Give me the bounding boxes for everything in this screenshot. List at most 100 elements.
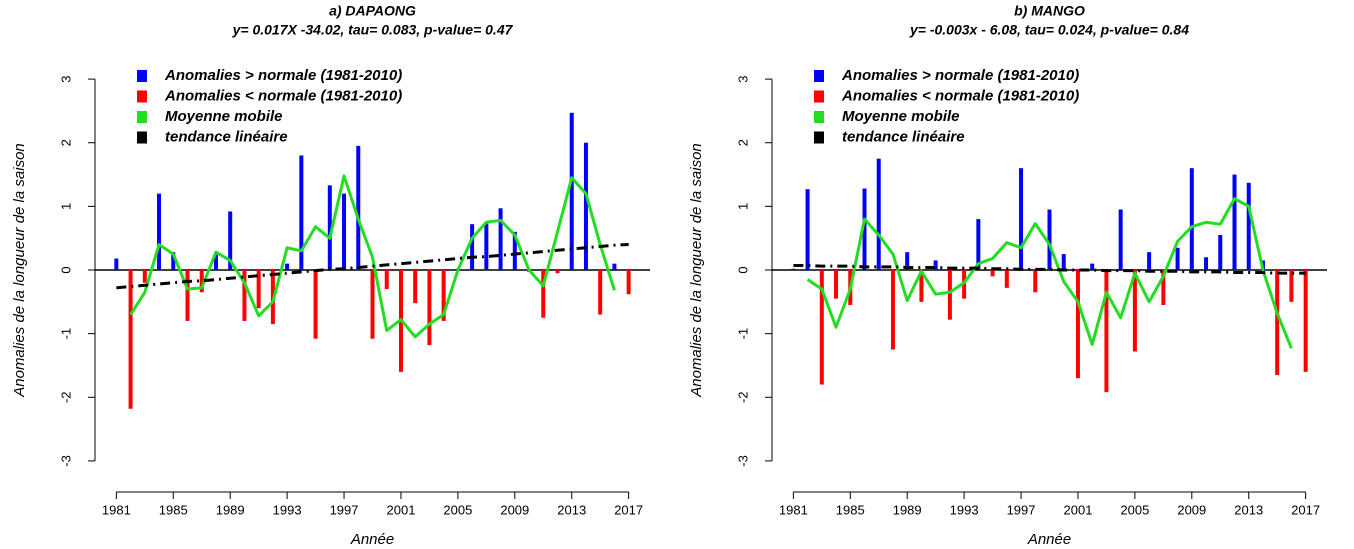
bar: [555, 270, 560, 274]
y-tick-label: -2: [58, 391, 73, 403]
bar: [498, 208, 503, 270]
x-tick-label: 2017: [614, 502, 643, 517]
bar: [313, 270, 318, 339]
bar: [171, 252, 176, 270]
bar: [1061, 254, 1066, 270]
bar: [512, 231, 517, 270]
bar: [919, 270, 924, 302]
y-axis-label: Anomalies de la longueur de la saison: [688, 143, 705, 398]
legend-swatch: [137, 111, 147, 123]
trend-line: [793, 264, 1306, 275]
y-tick-label: 2: [58, 139, 73, 146]
x-tick-label: 2009: [500, 502, 529, 517]
x-tick-label: 2001: [387, 502, 416, 517]
moving-average-line: [806, 197, 1293, 349]
bar: [185, 270, 190, 321]
bar: [1075, 270, 1080, 379]
y-tick-label: 0: [58, 266, 73, 273]
bar: [128, 270, 133, 409]
bar: [819, 270, 824, 385]
x-tick-label: 2013: [557, 502, 586, 517]
legend-label: tendance linéaire: [165, 128, 288, 145]
bar: [142, 270, 147, 283]
x-tick-label: 1985: [836, 502, 865, 517]
bar: [1019, 168, 1024, 270]
bar: [228, 211, 233, 270]
bar: [213, 252, 218, 270]
bar: [947, 270, 952, 320]
x-tick-label: 1981: [779, 502, 808, 517]
bar: [1104, 270, 1109, 393]
y-tick-label: 1: [735, 203, 750, 210]
bar: [199, 270, 204, 293]
x-tick-label: 1985: [159, 502, 188, 517]
bar: [598, 270, 603, 315]
y-tick-label: 1: [58, 203, 73, 210]
bar: [1033, 270, 1038, 293]
bar: [1218, 235, 1223, 270]
bar: [242, 270, 247, 321]
y-tick-label: 3: [58, 75, 73, 82]
bar: [890, 270, 895, 350]
bar: [612, 263, 617, 270]
y-tick-label: 2: [735, 139, 750, 146]
x-tick-label: 2009: [1177, 502, 1206, 517]
bar: [990, 270, 995, 277]
bar: [356, 145, 361, 270]
y-tick-label: -2: [735, 391, 750, 403]
bar: [1204, 257, 1209, 270]
bar: [933, 260, 938, 270]
bar: [327, 185, 332, 270]
legend-label: Anomalies < normale (1981-2010): [841, 87, 1079, 104]
moving-average-line: [129, 174, 616, 339]
y-tick-label: 3: [735, 75, 750, 82]
bar: [470, 224, 475, 270]
bar: [1047, 209, 1052, 270]
chart-title: b) MANGO: [1014, 3, 1085, 19]
bar: [1289, 270, 1294, 302]
x-tick-label: 2005: [443, 502, 472, 517]
bar: [484, 222, 489, 270]
bar: [256, 270, 261, 309]
y-axis-label: Anomalies de la longueur de la saison: [11, 143, 28, 398]
y-tick-label: -1: [58, 328, 73, 340]
bar: [1161, 270, 1166, 305]
legend-swatch: [814, 90, 824, 103]
legend-swatch: [814, 70, 824, 82]
chart-title: a) DAPAONG: [329, 3, 416, 19]
legend-label: Moyenne mobile: [165, 108, 283, 125]
legend-label: tendance linéaire: [842, 128, 965, 145]
bar: [1090, 263, 1095, 270]
trend-line: [116, 243, 629, 290]
x-tick-label: 1993: [950, 502, 979, 517]
x-tick-label: 2017: [1291, 502, 1320, 517]
bar: [413, 270, 418, 304]
bar: [370, 270, 375, 339]
legend-label: Anomalies < normale (1981-2010): [164, 87, 402, 104]
x-tick-label: 1993: [273, 502, 302, 517]
legend-swatch: [137, 90, 147, 103]
bar: [1132, 270, 1137, 352]
x-axis-label: Année: [1027, 531, 1071, 548]
legend-swatch: [137, 131, 147, 144]
bar: [427, 270, 432, 346]
legend-swatch: [137, 70, 147, 82]
bar: [285, 263, 290, 270]
bar: [1232, 174, 1237, 270]
x-tick-label: 2005: [1120, 502, 1149, 517]
chart-subtitle: y= 0.017X -34.02, tau= 0.083, p-value= 0…: [232, 22, 514, 38]
bar: [583, 142, 588, 270]
x-tick-label: 2001: [1064, 502, 1093, 517]
bar: [976, 219, 981, 270]
bar: [876, 158, 881, 270]
legend-label: Moyenne mobile: [842, 108, 960, 125]
bar: [114, 258, 119, 270]
x-axis-label: Année: [350, 531, 394, 548]
x-tick-label: 1997: [1007, 502, 1036, 517]
bar: [441, 270, 446, 321]
y-tick-label: -1: [735, 328, 750, 340]
bar: [1004, 270, 1009, 288]
chart-subtitle: y= -0.003x - 6.08, tau= 0.024, p-value= …: [909, 22, 1189, 38]
bar: [1189, 168, 1194, 270]
bar: [299, 155, 304, 270]
